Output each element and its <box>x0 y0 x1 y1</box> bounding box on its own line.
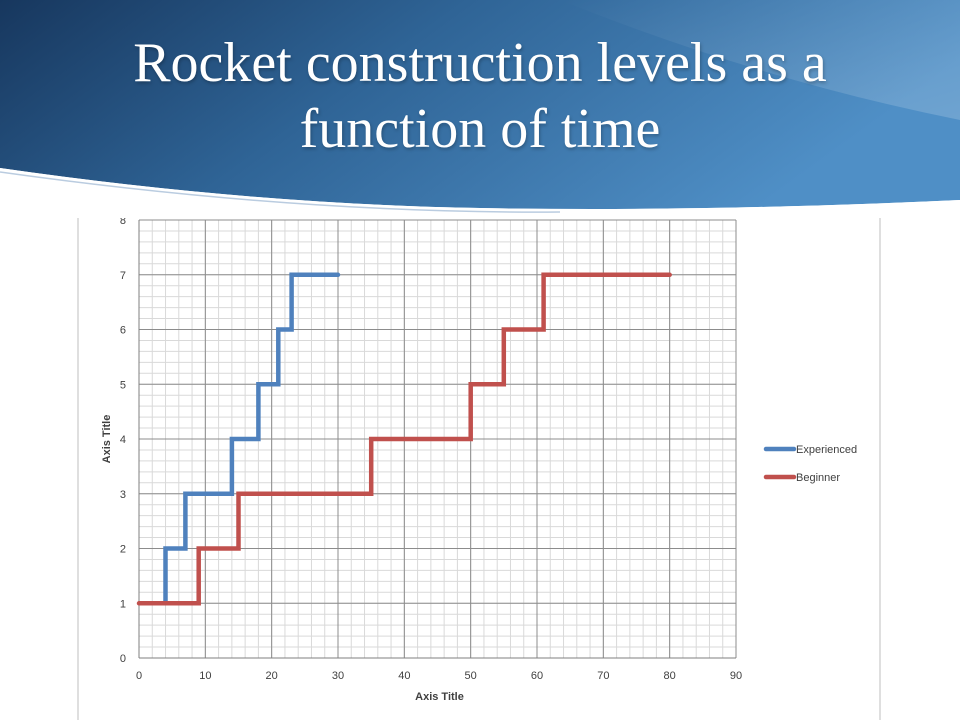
legend-label-experienced: Experienced <box>796 444 857 456</box>
legend-label-beginner: Beginner <box>796 472 840 484</box>
slide-title-line-1: Rocket construction levels as a <box>133 32 827 94</box>
x-tick-label: 50 <box>465 670 477 682</box>
step-line-chart: 0 10 20 30 40 50 60 70 80 90 0 1 2 3 4 5 6 7 8 Axis Title Ax… <box>77 218 881 720</box>
slide-title-line-2: function of time <box>299 98 661 160</box>
slide-header: Rocket construction levels as a function… <box>0 0 960 220</box>
y-tick-label: 1 <box>120 598 126 610</box>
y-tick-label: 8 <box>120 218 126 227</box>
y-tick-label: 3 <box>120 489 126 501</box>
slide-title: Rocket construction levels as a function… <box>0 30 960 162</box>
y-tick-label: 2 <box>120 544 126 556</box>
x-tick-label: 0 <box>136 670 142 682</box>
chart-area: 0 10 20 30 40 50 60 70 80 90 0 1 2 3 4 5 6 7 8 Axis Title Ax… <box>0 218 960 720</box>
y-tick-label: 4 <box>120 434 126 446</box>
y-tick-label: 0 <box>120 653 126 665</box>
x-axis-title: Axis Title <box>415 691 464 703</box>
y-axis-title: Axis Title <box>101 415 113 464</box>
series-line-experienced <box>163 272 341 606</box>
x-tick-label: 20 <box>266 670 278 682</box>
x-tick-label: 90 <box>730 670 742 682</box>
y-tick-label: 6 <box>120 325 126 337</box>
y-tick-label: 7 <box>120 270 126 282</box>
header-background <box>0 0 960 220</box>
x-tick-label: 10 <box>199 670 211 682</box>
x-tick-label: 60 <box>531 670 543 682</box>
y-tick-label: 5 <box>120 379 126 391</box>
x-tick-label: 30 <box>332 670 344 682</box>
x-tick-label: 40 <box>398 670 410 682</box>
x-tick-label: 70 <box>597 670 609 682</box>
series-line-beginner <box>136 272 672 606</box>
x-tick-label: 80 <box>664 670 676 682</box>
